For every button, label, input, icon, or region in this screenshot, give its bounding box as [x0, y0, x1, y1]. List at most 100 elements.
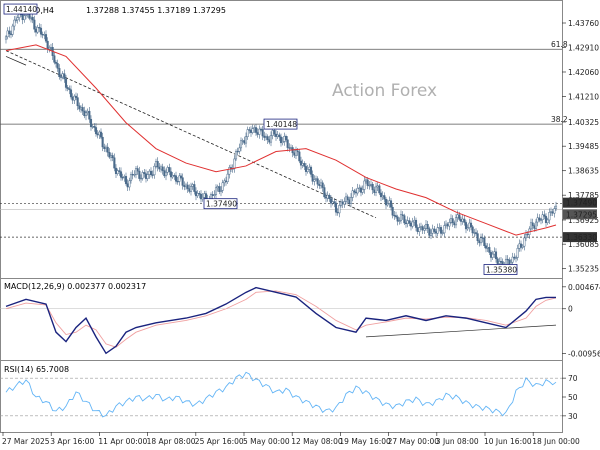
candle-body	[288, 147, 291, 149]
candle-body	[356, 187, 359, 194]
time-tick-label: 19 May 16:00	[339, 437, 391, 446]
candle-body	[248, 129, 251, 131]
candle-body	[464, 222, 468, 230]
candle-body	[533, 225, 536, 229]
candle-body	[261, 129, 264, 137]
candle-body	[444, 223, 448, 226]
candle-body	[33, 19, 36, 30]
candle-body	[419, 226, 423, 228]
candle-body	[109, 155, 113, 158]
candle-body	[324, 196, 328, 199]
candle-body	[21, 14, 24, 21]
candle-body	[298, 151, 301, 162]
candle-body	[264, 136, 268, 138]
candle-body	[519, 243, 523, 248]
candle-body	[313, 179, 316, 182]
candle-body	[39, 27, 43, 35]
candle-body	[63, 73, 66, 80]
candle-body	[476, 233, 479, 241]
swing-label-box-2	[203, 198, 238, 210]
candle-body	[466, 227, 469, 230]
candle-body	[351, 190, 354, 198]
candle-body	[394, 215, 398, 218]
candle-body	[79, 107, 83, 110]
candle-body	[8, 30, 11, 35]
candle-body	[363, 180, 366, 190]
candle-body	[136, 168, 139, 172]
candle-body	[113, 157, 116, 169]
candle-body	[438, 227, 441, 229]
candle-body	[66, 87, 69, 89]
candle-body	[523, 237, 526, 247]
candle-body	[396, 216, 399, 222]
candle-body	[283, 135, 286, 142]
fib-label-1: 38.2	[551, 115, 568, 124]
candle-body	[214, 187, 218, 195]
candle-body	[238, 147, 241, 152]
candle-body	[251, 128, 254, 133]
candle-body	[349, 197, 353, 204]
candle-body	[14, 19, 18, 21]
candle-body	[186, 184, 189, 189]
candle-body	[78, 105, 81, 110]
candle-body	[468, 222, 471, 228]
candle-body	[488, 247, 491, 253]
candle-body	[153, 165, 156, 176]
candle-body	[259, 128, 263, 131]
candle-body	[456, 214, 459, 218]
candle-body	[286, 139, 289, 148]
rsi-line	[5, 371, 557, 418]
candle-body	[434, 231, 438, 234]
candle-body	[176, 180, 179, 183]
price-tick-label: 1.38635	[568, 167, 599, 176]
candle-body	[223, 180, 226, 184]
candle-body	[353, 190, 356, 193]
candle-body	[221, 182, 224, 191]
candle-body	[321, 182, 324, 188]
candle-body	[59, 76, 63, 78]
swing-label-2: 1.37490	[206, 200, 237, 209]
swing-label-1: 1.40148	[266, 120, 297, 129]
candle-body	[246, 129, 249, 137]
candle-body	[236, 150, 239, 153]
candle-body	[496, 258, 499, 264]
candle-body	[479, 237, 483, 244]
candle-body	[429, 232, 433, 236]
candle-body	[383, 195, 386, 200]
candle-body	[431, 228, 434, 234]
candle-body	[471, 226, 474, 234]
candle-body	[88, 110, 91, 120]
candle-body	[101, 136, 104, 148]
candle-body	[58, 68, 61, 77]
candle-body	[279, 136, 283, 144]
candle-body	[311, 174, 314, 182]
candle-body	[194, 191, 198, 197]
candle-body	[76, 97, 79, 107]
candle-body	[551, 211, 554, 214]
candle-body	[369, 183, 373, 186]
candle-body	[114, 167, 118, 174]
candle-body	[473, 232, 476, 234]
macd-tick-label: 0	[568, 305, 573, 314]
candle-body	[428, 228, 431, 236]
macd-trendline	[365, 324, 557, 338]
candle-body	[318, 183, 321, 186]
price-tick-label: 1.40325	[568, 118, 599, 127]
candle-body	[48, 47, 51, 50]
candle-body	[388, 200, 391, 204]
candle-body	[184, 184, 188, 188]
candle-body	[386, 203, 389, 206]
candle-body	[228, 167, 231, 175]
candle-body	[459, 219, 463, 222]
candle-body	[143, 172, 146, 175]
candle-body	[148, 170, 151, 175]
candle-body	[163, 170, 166, 177]
candle-body	[389, 200, 393, 208]
candle-body	[391, 206, 394, 216]
candle-body	[158, 166, 161, 170]
candle-body	[53, 55, 56, 63]
candle-body	[541, 214, 544, 220]
candle-body	[23, 15, 26, 21]
candle-body	[478, 240, 481, 244]
candle-body	[486, 247, 489, 249]
